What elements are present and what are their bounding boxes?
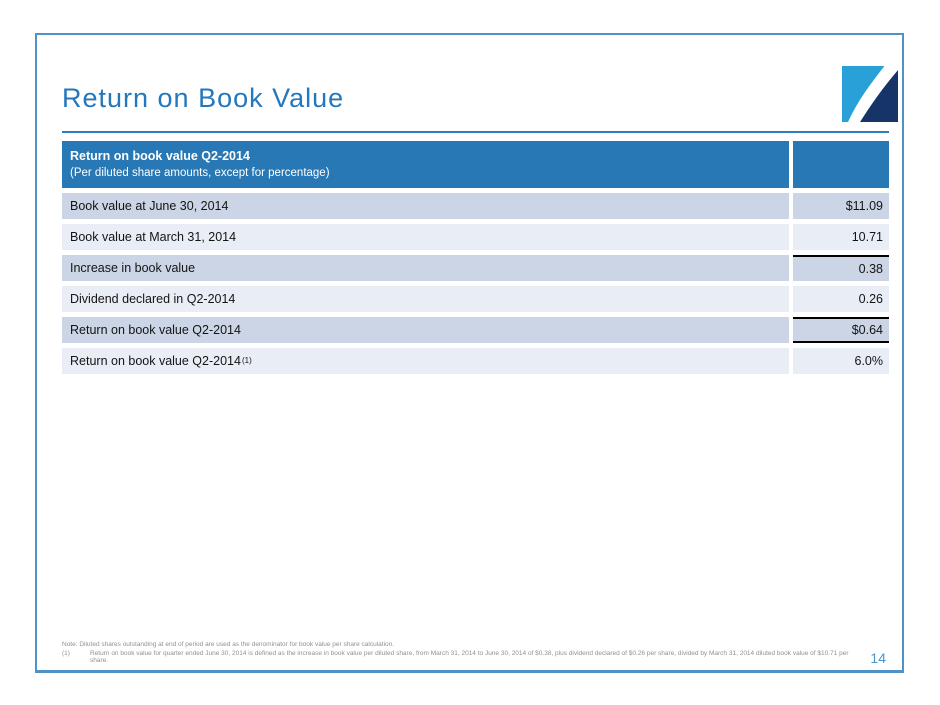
row-value: 0.38 [793, 255, 889, 281]
page-number: 14 [870, 650, 886, 666]
table-header-row: Return on book value Q2-2014 (Per dilute… [62, 141, 889, 188]
column-gap [789, 317, 793, 343]
footnote-note: Note: Diluted shares outstanding at end … [62, 641, 395, 648]
row-label: Book value at March 31, 2014 [62, 224, 789, 250]
row-value: 0.26 [793, 286, 889, 312]
column-gap [789, 224, 793, 250]
footnote-text: Return on book value for quarter ended J… [90, 649, 849, 665]
footnote-marker: (1) [62, 649, 70, 657]
footnote-item: (1) Return on book value for quarter end… [62, 650, 862, 665]
table-row: Increase in book value 0.38 [62, 255, 889, 281]
column-gap [789, 348, 793, 374]
row-label: Return on book value Q2-2014 [62, 317, 789, 343]
row-label: Increase in book value [62, 255, 789, 281]
table-header-subtitle: (Per diluted share amounts, except for p… [70, 167, 330, 179]
table-row: Book value at March 31, 2014 10.71 [62, 224, 889, 250]
row-value: $11.09 [793, 193, 889, 219]
slide-frame: Return on Book Value Return on book valu… [35, 33, 904, 673]
row-label-text: Return on book value Q2-2014 [70, 354, 241, 368]
table-row: Dividend declared in Q2-2014 0.26 [62, 286, 889, 312]
table-row: Return on book value Q2-2014 $0.64 [62, 317, 889, 343]
column-gap [789, 286, 793, 312]
row-label: Dividend declared in Q2-2014 [62, 286, 789, 312]
row-label-text: Book value at March 31, 2014 [70, 230, 237, 244]
row-label: Book value at June 30, 2014 [62, 193, 789, 219]
table-header-title: Return on book value Q2-2014 [70, 149, 250, 163]
column-gap [789, 193, 793, 219]
book-value-table: Return on book value Q2-2014 (Per dilute… [62, 141, 889, 374]
row-value: $0.64 [793, 317, 889, 343]
table-header-value-cell [793, 141, 889, 188]
row-label-text: Dividend declared in Q2-2014 [70, 292, 236, 306]
row-label: Return on book value Q2-2014 (1) [62, 348, 789, 374]
row-value: 10.71 [793, 224, 889, 250]
company-logo-icon [842, 66, 898, 122]
page-title: Return on Book Value [62, 83, 345, 113]
table-row: Book value at June 30, 2014 $11.09 [62, 193, 889, 219]
column-gap [789, 255, 793, 281]
row-label-text: Increase in book value [70, 261, 196, 275]
row-value: 6.0% [793, 348, 889, 374]
title-divider [62, 131, 889, 133]
table-header-label-cell: Return on book value Q2-2014 (Per dilute… [62, 141, 789, 188]
footnotes: Note: Diluted shares outstanding at end … [62, 641, 862, 665]
table-row: Return on book value Q2-2014 (1) 6.0% [62, 348, 889, 374]
row-label-text: Book value at June 30, 2014 [70, 199, 229, 213]
row-label-text: Return on book value Q2-2014 [70, 323, 241, 337]
column-gap [789, 141, 793, 188]
